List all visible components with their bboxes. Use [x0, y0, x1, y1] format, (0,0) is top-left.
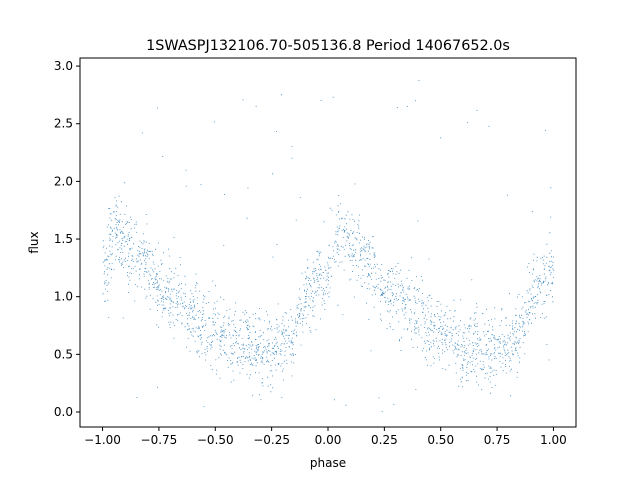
chart-title: 1SWASPJ132106.70-505136.8 Period 1406765…	[146, 38, 510, 54]
y-tick-label: 0.0	[54, 405, 73, 419]
x-tick-label: −1.00	[84, 433, 121, 447]
x-axis-ticks: −1.00 −0.75 −0.50 −0.25 0.00 0.25 0.50 0.75 1.00	[84, 427, 567, 447]
y-tick-label: 1.5	[54, 232, 73, 246]
x-axis-label: phase	[310, 456, 346, 470]
x-tick-label: −0.75	[141, 433, 178, 447]
y-tick-label: 2.0	[54, 174, 73, 188]
x-tick-label: 0.50	[427, 433, 454, 447]
x-tick-label: 0.00	[315, 433, 342, 447]
x-tick-label: 1.00	[540, 433, 567, 447]
y-tick-label: 0.5	[54, 347, 73, 361]
y-tick-label: 1.0	[54, 290, 73, 304]
x-tick-label: 0.75	[484, 433, 511, 447]
x-tick-label: −0.25	[253, 433, 290, 447]
y-tick-label: 3.0	[54, 59, 73, 73]
x-tick-label: −0.50	[197, 433, 234, 447]
y-axis-ticks: 0.0 0.5 1.0 1.5 2.0 2.5 3.0	[54, 59, 80, 419]
y-tick-label: 2.5	[54, 117, 73, 131]
plot-area-frame	[79, 57, 577, 428]
x-tick-label: 0.25	[371, 433, 398, 447]
y-axis-label: flux	[27, 231, 41, 253]
